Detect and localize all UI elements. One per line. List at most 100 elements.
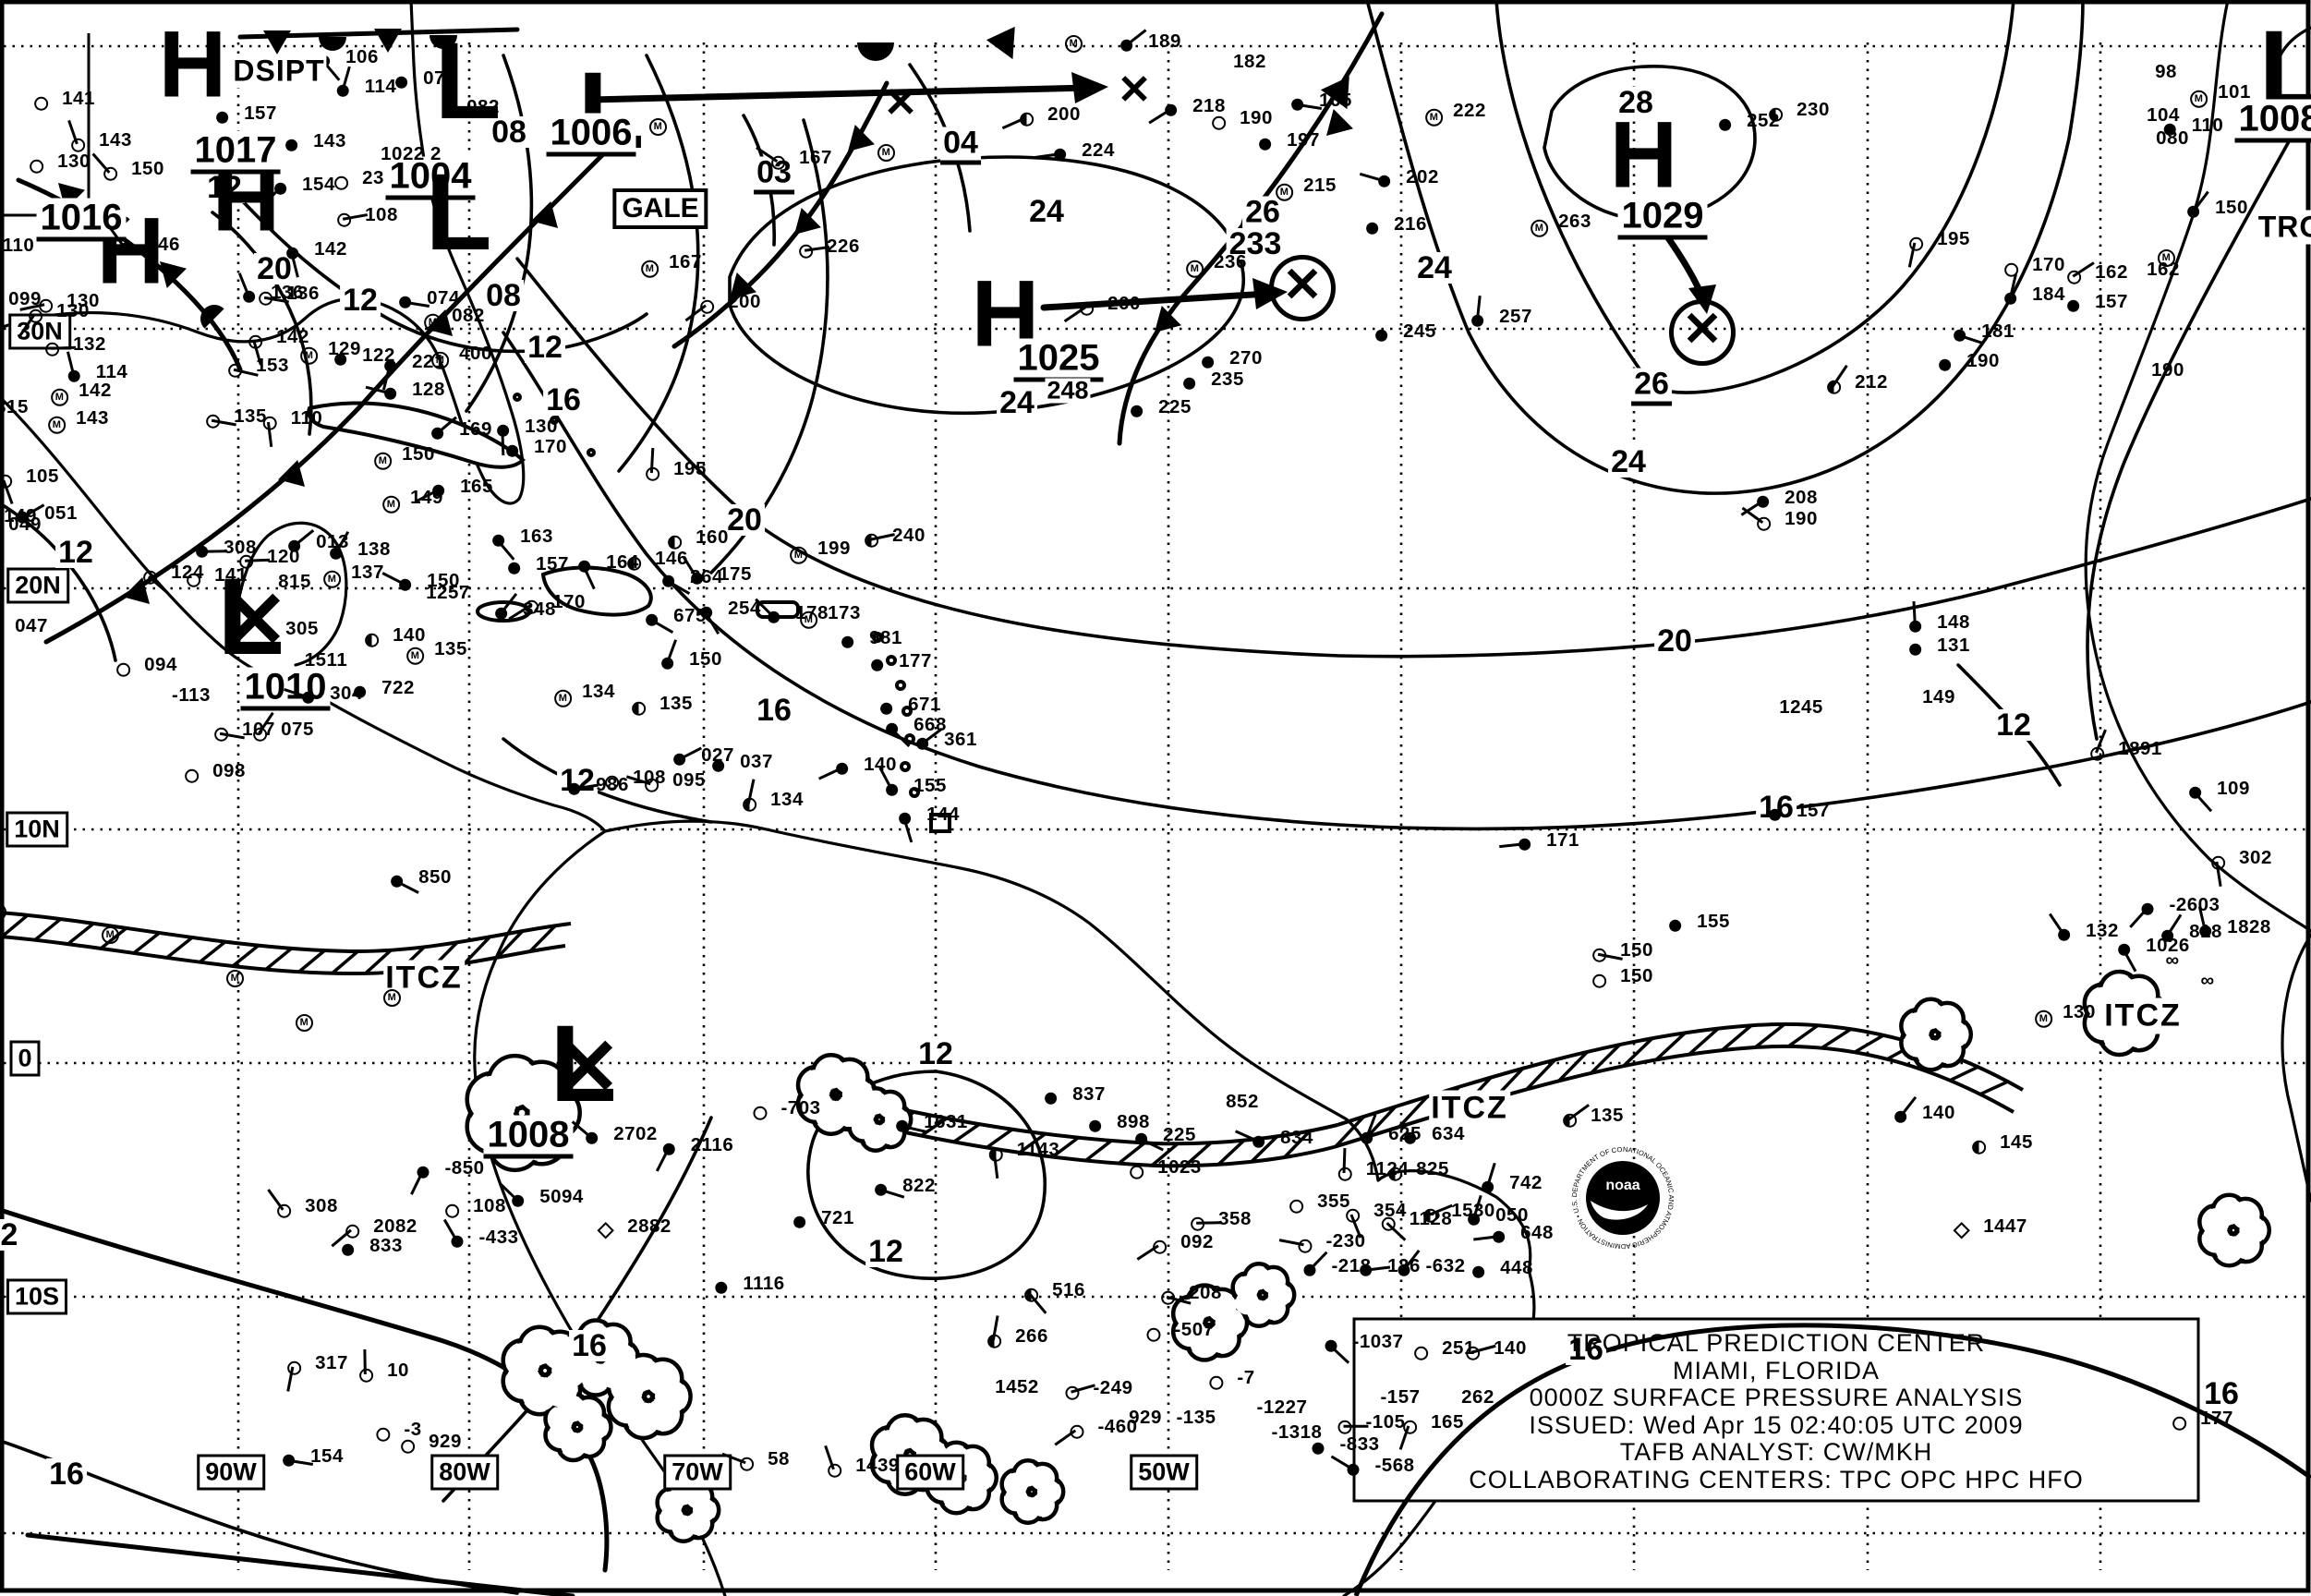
station-marker: M [554,689,573,707]
station-marker: M [296,1014,313,1032]
station-marker [1289,1199,1304,1214]
station-marker [508,562,521,574]
station-plot: 1026 [2118,936,2190,973]
low-center-symbol-5: L [434,19,501,142]
station-plot: 361 [916,727,977,750]
station-plot: 134 [743,779,804,812]
station-marker: M [383,989,401,1007]
station-plot: 101 M [2190,82,2251,108]
station-plot: 257 [1471,296,1532,327]
station-plot: -1227 [1256,1396,1308,1418]
station-marker [1518,838,1531,851]
x-mark-0: ✕ [883,80,918,126]
station-plot: 2082 [331,1216,417,1248]
station-plot: 153 [228,356,289,378]
station-marker [285,139,298,151]
station-marker [715,1281,728,1294]
lat-label-10N: 10N [6,811,68,848]
station-plot: 1511 [304,648,348,671]
station-plot: 1891 [2090,729,2162,761]
low-center-symbol-8: L [217,555,284,678]
station-plot: 305 [285,617,319,639]
lon-label-60W: 60W [896,1454,964,1491]
title-box [1352,1317,2200,1503]
station-marker: M [382,495,401,514]
isobar-label-24: 24 [1414,252,1455,284]
station-plot: 082 [466,95,500,117]
isobar-label-12: 12 [865,1236,906,1267]
station-marker [334,353,347,366]
station-plot: 157 [216,103,277,124]
x-mark-1: ✕ [1117,67,1152,113]
station-plot: 742 [1482,1162,1543,1193]
station-plot: 095 [625,770,706,792]
station-marker [401,1439,416,1454]
station-plot: 094 [116,655,177,677]
station-marker [771,155,786,170]
low-center-symbol-9: L [550,1002,616,1125]
station-plot: 200 [1001,104,1081,130]
station-marker [1366,222,1379,235]
station-marker [34,96,49,111]
station-plot: 143 M [48,408,109,434]
station-marker [880,702,893,715]
station-plot: 154 [283,1446,344,1467]
station-marker: M [406,647,425,665]
station-marker [1404,1131,1417,1144]
station-plot: 208 [1161,1283,1222,1305]
station-plot: 165 [1291,91,1352,111]
graticule [4,42,2307,1570]
isobar-label-12: 12 [55,537,96,568]
station-plot: 212 [1827,364,1888,394]
station-marker [1337,1167,1352,1181]
lat-label-20N: 20N [6,567,69,604]
wind-barb [201,550,227,553]
station-plot: 722 [354,678,415,698]
station-plot: 144 [899,804,960,843]
station-plot: 1631 [896,1112,968,1133]
station-marker [1337,1420,1352,1434]
station-marker [71,138,86,152]
station-plot: -135 [1176,1406,1216,1428]
station-plot: 136 [259,284,320,306]
station-plot: 075 [253,711,314,742]
station-plot: 170 [2004,255,2065,277]
station-plot: 175 [682,556,752,585]
station-marker [1146,1327,1161,1342]
station-plot: 128 [365,380,445,400]
title-line-3: 0000Z SURFACE PRESSURE ANALYSIS [1529,1384,2024,1411]
station-plot: 141 [187,565,248,587]
isobar-label-04: 04 [940,127,981,165]
station-plot: 184 [2004,273,2065,305]
station-marker [1757,516,1772,531]
station-marker: M [2190,90,2208,108]
station-plot: -157 [1380,1385,1421,1408]
station-plot: 1257 [426,581,470,603]
station-marker: M [790,546,808,564]
station-plot: 136 [237,272,304,303]
station-plot: -3 [376,1420,421,1442]
station-marker: M [877,144,895,162]
wind-barb [1196,1221,1222,1225]
station-plot: 245 [1375,321,1436,342]
station-marker [1191,1216,1205,1231]
station-plot: 165 [1399,1412,1464,1450]
station-plot: -460 [1054,1417,1137,1446]
station-plot: 134 M [554,682,615,707]
station-plot: 167 M [641,252,702,278]
station-marker [668,535,683,550]
station-marker [793,1215,806,1228]
station-plot: 195 [1908,229,1970,268]
station-plot: 049 [8,513,42,535]
station-marker [1209,1375,1224,1390]
station-plot: 110 [2,234,35,256]
station-plot: -433 [442,1218,518,1248]
isobar-label-2: 2 [0,1219,21,1251]
station-marker [1909,643,1922,656]
station-marker [865,533,879,548]
station-marker [627,556,642,571]
station-plot: 108 [337,205,398,227]
station-marker [1252,1135,1265,1148]
station-plot: 190 [1212,108,1273,130]
